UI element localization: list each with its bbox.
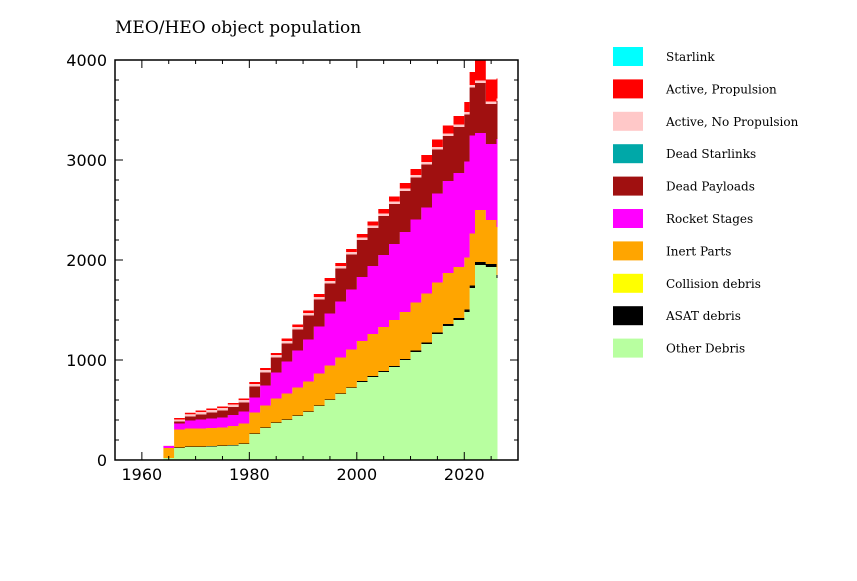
area-active-no-propulsion <box>158 80 498 460</box>
legend-label-dead-payloads: Dead Payloads <box>666 180 755 194</box>
y-tick-label: 4000 <box>66 51 107 70</box>
stacked-areas <box>158 60 498 460</box>
axis-tick-labels: 1960 1980 2000 2020 0 1000 2000 3000 4000 <box>66 51 484 484</box>
legend-label-inert-parts: Inert Parts <box>666 244 731 258</box>
legend-label-asat-debris: ASAT debris <box>665 309 741 323</box>
legend-swatch-active-propulsion <box>613 79 643 99</box>
legend-label-active-no-propulsion: Active, No Propulsion <box>665 115 799 129</box>
legend-label-starlink: Starlink <box>666 50 715 64</box>
legend-label-rocket-stages: Rocket Stages <box>666 212 753 226</box>
x-tick-label: 1980 <box>229 465 270 484</box>
legend-label-collision-debris: Collision debris <box>666 277 761 291</box>
x-tick-label: 2020 <box>444 465 485 484</box>
legend-swatch-other-debris <box>613 338 643 358</box>
legend-swatch-active-no-propulsion <box>613 111 643 131</box>
area-other-debris <box>158 265 498 460</box>
x-tick-label: 2000 <box>336 465 377 484</box>
legend-label-dead-starlinks: Dead Starlinks <box>666 147 756 161</box>
legend-swatch-dead-payloads <box>613 176 643 196</box>
x-tick-label: 1960 <box>122 465 163 484</box>
y-tick-label: 0 <box>97 451 107 470</box>
area-rocket-stages <box>158 133 498 460</box>
legend-swatch-asat-debris <box>613 306 643 326</box>
legend-swatch-rocket-stages <box>613 209 643 228</box>
legend: Starlink Active, Propulsion Active, No Pro… <box>613 47 799 358</box>
legend-label-other-debris: Other Debris <box>666 342 745 356</box>
y-tick-label: 3000 <box>66 151 107 170</box>
legend-label-active-propulsion: Active, Propulsion <box>665 82 777 96</box>
legend-swatch-dead-starlinks <box>613 144 643 164</box>
legend-swatch-inert-parts <box>613 241 643 261</box>
y-tick-label: 2000 <box>66 251 107 270</box>
axis-ticks <box>115 59 519 461</box>
chart-title: MEO/HEO object population <box>115 18 361 38</box>
legend-swatch-collision-debris <box>613 273 643 293</box>
y-tick-label: 1000 <box>66 351 107 370</box>
area-inert-parts <box>158 210 498 460</box>
legend-swatch-starlink <box>613 47 643 66</box>
